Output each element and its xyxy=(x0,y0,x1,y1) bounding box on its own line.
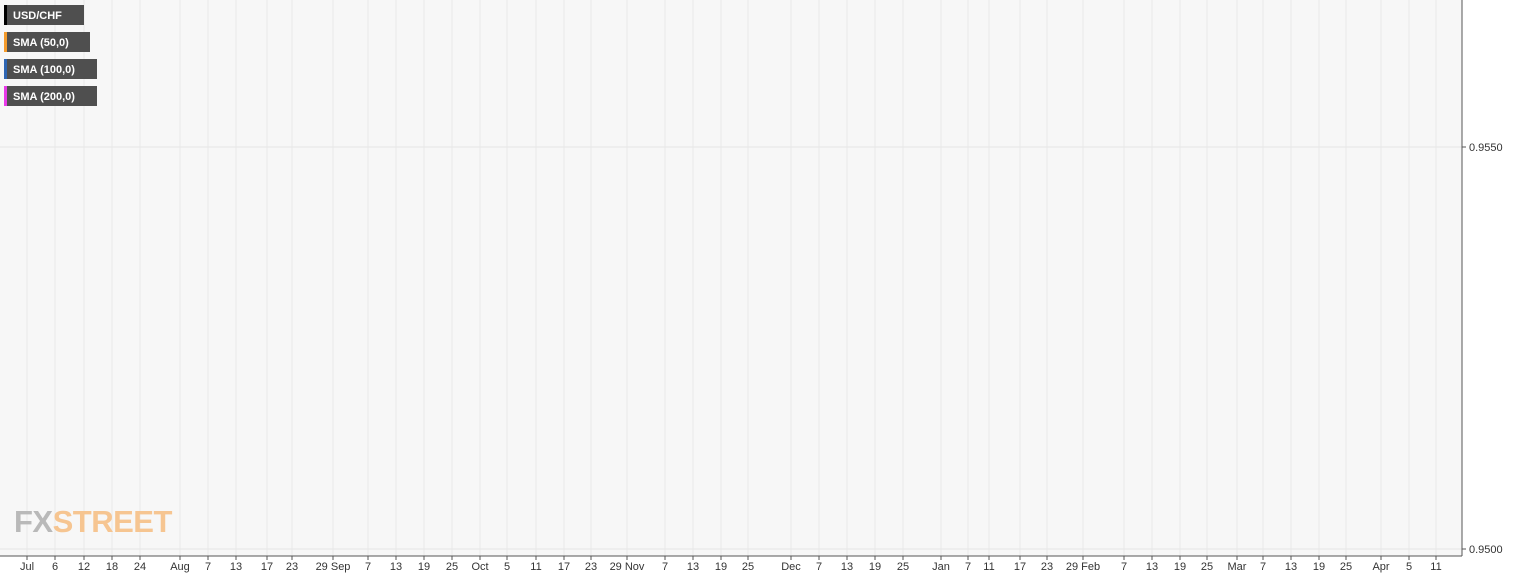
legend-item-swatch xyxy=(4,32,7,52)
legend-item-label: SMA (200,0) xyxy=(13,91,75,103)
x-tick-label: 7 xyxy=(662,561,668,573)
x-tick-label: 25 xyxy=(897,561,909,573)
x-tick-label: Apr xyxy=(1372,561,1389,573)
x-tick-label: 25 xyxy=(742,561,754,573)
legend-item-swatch xyxy=(4,86,7,106)
legend-item-bg xyxy=(4,86,97,106)
legend-item: SMA (100,0) xyxy=(4,59,97,79)
x-tick-label: 5 xyxy=(504,561,510,573)
x-tick-label: 19 xyxy=(1174,561,1186,573)
x-tick-label: 12 xyxy=(78,561,90,573)
y-axis-ticks: 0.95000.95500.96000.96500.97000.97500.98… xyxy=(1462,142,1503,556)
x-tick-label: Jan xyxy=(932,561,950,573)
x-tick-label: 7 xyxy=(205,561,211,573)
legend-item-bg xyxy=(4,5,84,25)
legend-item-bg xyxy=(4,59,97,79)
x-tick-label: 29 Sep xyxy=(316,561,351,573)
x-tick-label: 7 xyxy=(1260,561,1266,573)
x-tick-label: 17 xyxy=(1014,561,1026,573)
legend-item-label: SMA (50,0) xyxy=(13,37,69,49)
x-tick-label: 25 xyxy=(1201,561,1213,573)
x-tick-label: 13 xyxy=(1146,561,1158,573)
x-tick-label: 23 xyxy=(585,561,597,573)
x-tick-label: 19 xyxy=(715,561,727,573)
legend-item-label: USD/CHF xyxy=(13,10,62,22)
grid-lines xyxy=(0,0,1462,556)
x-tick-label: Mar xyxy=(1228,561,1247,573)
x-tick-label: 13 xyxy=(1285,561,1297,573)
x-tick-label: 13 xyxy=(841,561,853,573)
x-tick-label: Oct xyxy=(471,561,488,573)
y-tick-label: 0.9500 xyxy=(1469,544,1503,556)
x-tick-label: 19 xyxy=(1313,561,1325,573)
x-tick-label: 25 xyxy=(446,561,458,573)
legend: USD/CHF SMA (50,0) SMA (100,0) SMA (200,0) xyxy=(4,5,97,106)
x-tick-label: 23 xyxy=(286,561,298,573)
x-tick-label: 13 xyxy=(687,561,699,573)
plot-background xyxy=(0,0,1462,556)
x-tick-label: 25 xyxy=(1340,561,1352,573)
x-tick-label: 19 xyxy=(869,561,881,573)
x-tick-label: 29 Nov xyxy=(610,561,645,573)
x-tick-label: 7 xyxy=(965,561,971,573)
x-tick-label: 6 xyxy=(52,561,58,573)
x-tick-label: 13 xyxy=(230,561,242,573)
y-tick-label: 0.9550 xyxy=(1469,142,1503,154)
legend-item-swatch xyxy=(4,59,7,79)
legend-item: USD/CHF xyxy=(4,5,84,25)
legend-item: SMA (200,0) xyxy=(4,86,97,106)
legend-item-swatch xyxy=(4,5,7,25)
x-tick-label: 24 xyxy=(134,561,146,573)
legend-item: SMA (50,0) xyxy=(4,32,90,52)
x-tick-label: 23 xyxy=(1041,561,1053,573)
x-tick-label: 7 xyxy=(365,561,371,573)
svg-text:FXSTREET: FXSTREET xyxy=(14,504,172,539)
x-axis-ticks: Jul 6 12 18 24 Aug 7 13 17 23 29 Sep 7 13 19 25 Oct 5 11 1… xyxy=(20,556,1442,573)
x-tick-label: 7 xyxy=(1121,561,1127,573)
legend-item-label: SMA (100,0) xyxy=(13,64,75,76)
x-tick-label: 11 xyxy=(530,561,541,573)
x-tick-label: Jul xyxy=(20,561,34,573)
x-tick-label: 17 xyxy=(261,561,273,573)
x-tick-label: 18 xyxy=(106,561,118,573)
x-tick-label: 17 xyxy=(558,561,570,573)
fxstreet-watermark: FXSTREET xyxy=(14,504,173,539)
x-tick-label: 5 xyxy=(1406,561,1412,573)
x-tick-label: 13 xyxy=(390,561,402,573)
x-tick-label: Dec xyxy=(781,561,801,573)
watermark-part-street: STREET xyxy=(53,504,173,539)
x-tick-label: 29 Feb xyxy=(1066,561,1100,573)
x-tick-label: 11 xyxy=(983,561,994,573)
watermark-part-fx: FX xyxy=(14,504,53,539)
x-tick-label: 19 xyxy=(418,561,430,573)
legend-item-bg xyxy=(4,32,90,52)
x-tick-label: Aug xyxy=(170,561,190,573)
x-tick-label: 11 xyxy=(1430,561,1441,573)
x-tick-label: 7 xyxy=(816,561,822,573)
